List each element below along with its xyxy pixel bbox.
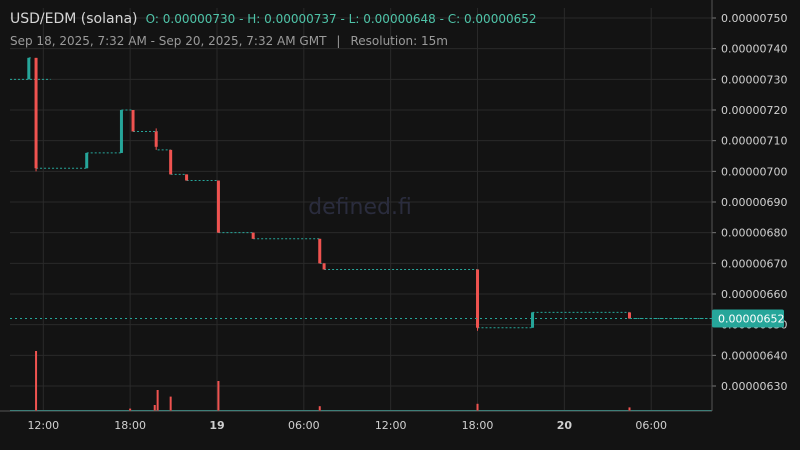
volume-bar (153, 405, 156, 411)
y-tick-label: 0.00000720 (721, 104, 787, 117)
x-tick-label: 20 (557, 419, 573, 432)
candles (27, 57, 631, 331)
last-price-label: 0.00000652 (718, 313, 784, 326)
candle-body (85, 152, 89, 169)
x-tick-label: 18:00 (462, 419, 494, 432)
candle-body (154, 131, 158, 147)
volume-bar (318, 406, 321, 411)
volume-bars (10, 351, 712, 411)
volume-bar (169, 396, 172, 411)
candle-body (185, 174, 189, 181)
candle-body (34, 57, 38, 169)
candle-body (322, 263, 326, 270)
candle-body (251, 232, 255, 239)
candle-body (318, 238, 322, 264)
volume-bar (476, 403, 479, 411)
y-tick-label: 0.00000670 (721, 257, 787, 270)
volume-bar (129, 408, 132, 411)
volume-bar (628, 407, 631, 411)
candle-body (27, 57, 31, 80)
candle-body (131, 110, 135, 132)
candle-body (627, 312, 631, 319)
last-price-badge (712, 309, 784, 328)
volume-bar (35, 351, 38, 411)
candle-body (119, 110, 123, 153)
x-axis: 12:00 18:00 19 06:00 12:00 18:00 20 06:00 (0, 410, 712, 432)
y-tick-label: 0.00000750 (721, 12, 787, 25)
y-tick-label: 0.00000730 (721, 73, 787, 86)
y-tick-label: 0.00000680 (721, 227, 787, 240)
y-tick-label: 0.00000700 (721, 165, 787, 178)
volume-bar (217, 381, 220, 411)
y-tick-label: 0.00000640 (721, 349, 787, 362)
volume-bar (156, 390, 159, 411)
candle-body (476, 269, 480, 328)
last-price-marker: 0.00000652 (10, 309, 784, 328)
x-tick-label: 12:00 (27, 419, 59, 432)
x-tick-label: 06:00 (635, 419, 667, 432)
candle-body (216, 180, 220, 233)
x-tick-label: 19 (209, 419, 224, 432)
candle-body (169, 149, 173, 175)
y-tick-label: 0.00000710 (721, 135, 787, 148)
price-segments (10, 57, 712, 329)
y-tick-label: 0.00000690 (721, 196, 787, 209)
x-tick-label: 06:00 (288, 419, 320, 432)
y-tick-label: 0.00000740 (721, 43, 787, 56)
x-tick-label: 18:00 (114, 419, 146, 432)
y-tick-label: 0.00000630 (721, 380, 787, 393)
y-axis: 0.00000750 0.00000740 0.00000730 0.00000720… (711, 0, 787, 411)
candle-body (531, 312, 535, 328)
x-tick-label: 12:00 (375, 419, 407, 432)
y-tick-label: 0.00000660 (721, 288, 787, 301)
watermark-text: defined.fi (308, 195, 412, 220)
